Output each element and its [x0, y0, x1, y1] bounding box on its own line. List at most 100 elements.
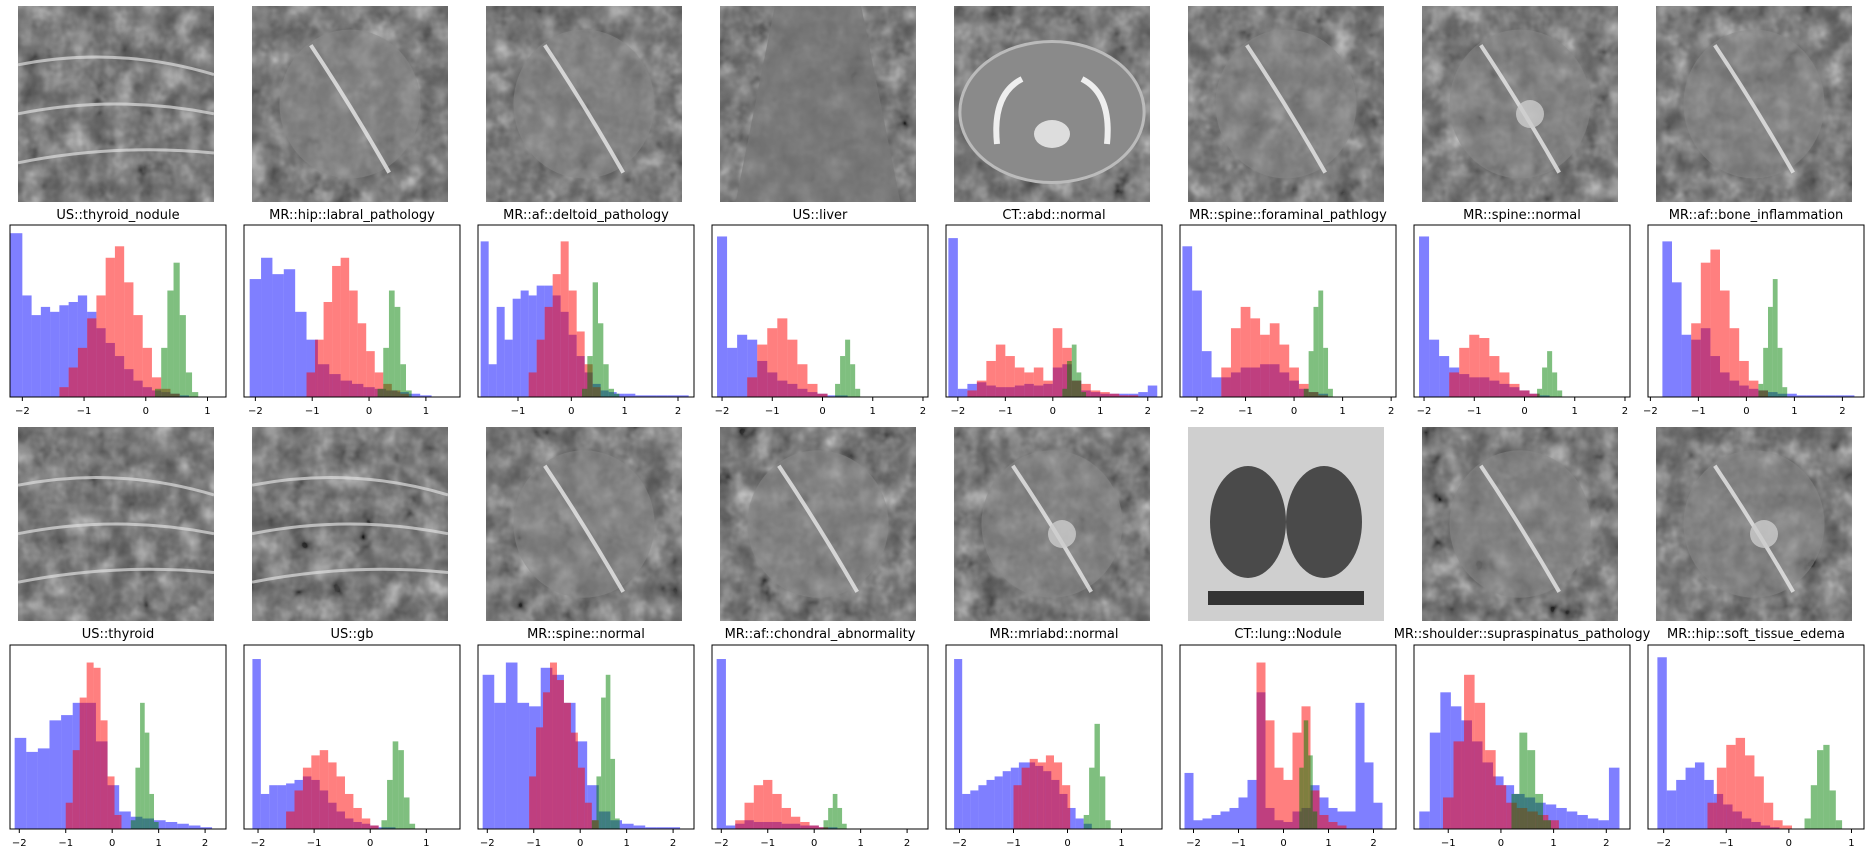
histogram-bar [114, 246, 125, 397]
histogram-bar [37, 748, 50, 829]
histogram-bar [725, 825, 736, 829]
histogram-bar [1238, 797, 1248, 829]
histogram-bar [135, 767, 141, 829]
chart-panel: MR::spine::normal−2 −1 0 1 2 [1413, 6, 1631, 417]
x-tick-label: 0 [1050, 406, 1056, 417]
histogram-bar [850, 364, 856, 397]
histogram-bar [1337, 825, 1347, 829]
histogram-bar [22, 295, 32, 397]
histogram-bar [142, 347, 152, 397]
chart-title: MR::spine::foraminal_pathlogy [1189, 208, 1387, 223]
histogram-bar [747, 339, 758, 397]
histogram-bar [1676, 779, 1686, 829]
histogram-bar [1810, 785, 1818, 829]
histogram-bar [105, 257, 115, 397]
x-tick-label: −2 [1656, 838, 1671, 849]
x-tick-label: −1 [998, 406, 1013, 417]
histogram-bar [1763, 347, 1768, 397]
histogram-bar [311, 755, 320, 829]
histogram-bar [954, 659, 963, 829]
histogram-bar [1323, 347, 1329, 397]
histogram-bar [603, 364, 609, 397]
chart-panel: US::liver−2 −1 0 1 2 [711, 6, 929, 417]
histogram-bar [1716, 767, 1727, 829]
histogram-bar [624, 393, 636, 397]
histogram-bar [286, 783, 295, 829]
chart-panel: US::thyroid−2 −1 0 1 2 [9, 427, 227, 849]
histogram-bar [737, 334, 748, 397]
x-tick-label: −2 [950, 406, 965, 417]
histogram-bar [409, 823, 416, 829]
x-tick-label: 2 [920, 406, 926, 417]
x-tick-label: −2 [15, 406, 30, 417]
histogram-bar [781, 807, 791, 829]
histogram-bar [1089, 767, 1095, 829]
histogram-bar [1256, 662, 1266, 829]
x-tick-label: −2 [1643, 406, 1658, 417]
histogram-bar [1777, 347, 1783, 397]
x-tick-label: 2 [675, 406, 681, 417]
histogram-bar [306, 339, 318, 397]
histogram-bar [59, 387, 69, 397]
histogram-bar [1045, 755, 1054, 829]
histogram-bar [65, 802, 73, 829]
histogram-bar [1469, 334, 1480, 397]
x-tick-label: 0 [1064, 838, 1070, 849]
histogram-bar [1694, 762, 1705, 829]
histogram-bar [596, 776, 602, 829]
histogram-bar [1419, 811, 1430, 829]
histogram-bar [577, 767, 585, 829]
x-tick-label: 0 [1743, 406, 1749, 417]
histogram-bar [1147, 385, 1158, 397]
histogram-bar [154, 820, 166, 829]
histogram-bar [1043, 380, 1053, 397]
histogram-bar [1806, 395, 1816, 397]
histogram-bar [10, 233, 23, 397]
histogram-bar [420, 395, 432, 397]
x-tick-label: 1 [623, 838, 629, 849]
histogram-bar [14, 737, 27, 829]
histogram-bar [1748, 380, 1759, 397]
histogram-bar [1763, 802, 1774, 829]
histogram-bar [1758, 383, 1764, 397]
histogram-bar [151, 377, 162, 397]
histogram-bar [568, 290, 577, 397]
x-tick-label: 2 [1388, 406, 1394, 417]
x-tick-label: −2 [1190, 406, 1205, 417]
x-tick-label: 0 [143, 406, 149, 417]
histogram-bar [563, 702, 571, 829]
histogram-bar [1192, 290, 1202, 397]
x-tick-label: 0 [819, 406, 825, 417]
histogram-bar [1201, 351, 1212, 397]
x-tick-label: 2 [1622, 406, 1628, 417]
scan-image [252, 6, 448, 202]
axes-frame [1647, 644, 1865, 830]
series-green [1511, 732, 1551, 829]
histogram-bar [277, 785, 287, 829]
histogram-bar [1464, 674, 1475, 829]
histogram-bar [1221, 367, 1231, 397]
histogram-bar [1299, 767, 1304, 829]
histogram-bar [1318, 290, 1324, 397]
chart-panel: MR::af::deltoid_pathology−1 0 1 2 [477, 6, 695, 417]
histogram-bar [845, 339, 851, 397]
histogram-bar [656, 827, 669, 829]
histogram-bar [828, 807, 833, 829]
histogram-bar [1804, 818, 1811, 829]
x-tick-label: 2 [1603, 838, 1609, 849]
histogram-bar [154, 821, 159, 829]
histogram-bar [1439, 356, 1450, 397]
histogram-bar [1310, 790, 1320, 829]
histogram-bar [1081, 383, 1091, 397]
histogram-bar [635, 395, 646, 397]
x-tick-label: −1 [58, 838, 73, 849]
chart-title: MR::spine::normal [527, 627, 645, 642]
chart-title: MR::af::deltoid_pathology [503, 208, 669, 223]
histogram-bar [93, 667, 101, 829]
histogram-bar [496, 306, 505, 397]
histogram-bar [1548, 820, 1559, 829]
histogram-bar [1429, 339, 1440, 397]
histogram-bar [1509, 383, 1520, 397]
histogram-bar [294, 790, 303, 829]
chart-panel: CT::lung::Nodule−2 −1 0 1 2 [1179, 427, 1397, 849]
